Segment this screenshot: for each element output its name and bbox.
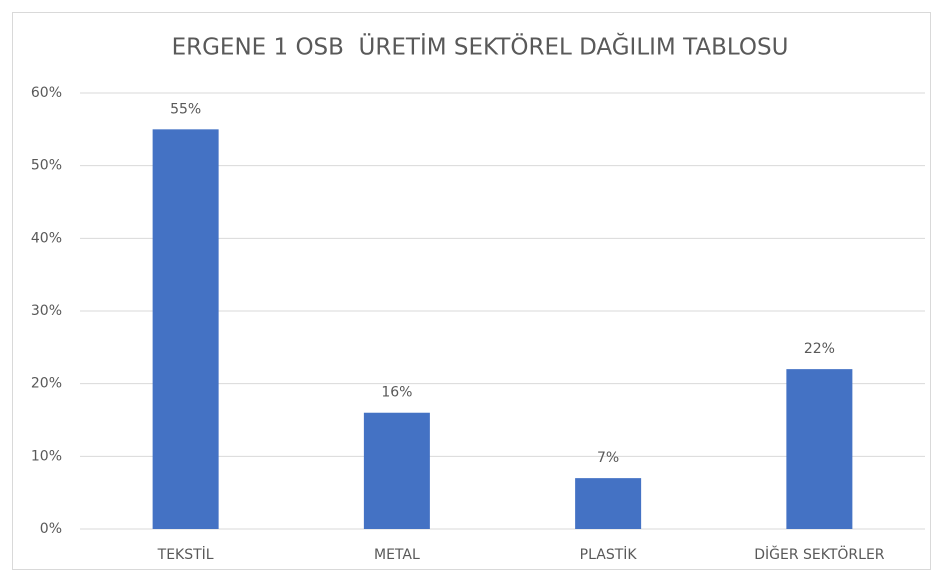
data-label: 22%	[804, 341, 835, 357]
x-tick-label: DİĞER SEKTÖRLER	[754, 545, 885, 563]
bar	[786, 369, 853, 529]
y-tick-label: 10%	[31, 448, 62, 464]
x-tick-label: PLASTİK	[580, 545, 638, 563]
y-tick-label: 30%	[31, 303, 62, 319]
y-tick-label: 50%	[31, 158, 62, 174]
data-label: 7%	[597, 450, 619, 466]
data-label: 16%	[381, 385, 412, 401]
chart-title: ERGENE 1 OSB ÜRETİM SEKTÖREL DAĞILIM TAB…	[172, 33, 789, 61]
bar	[363, 412, 430, 529]
y-tick-label: 40%	[31, 230, 62, 246]
data-label: 55%	[170, 101, 201, 117]
bar	[575, 478, 642, 529]
x-tick-label: TEKSTİL	[157, 545, 214, 563]
x-tick-label: METAL	[374, 547, 420, 563]
y-tick-label: 60%	[31, 85, 62, 101]
bar	[152, 129, 219, 530]
y-tick-label: 0%	[40, 521, 62, 537]
y-tick-label: 20%	[31, 376, 62, 392]
